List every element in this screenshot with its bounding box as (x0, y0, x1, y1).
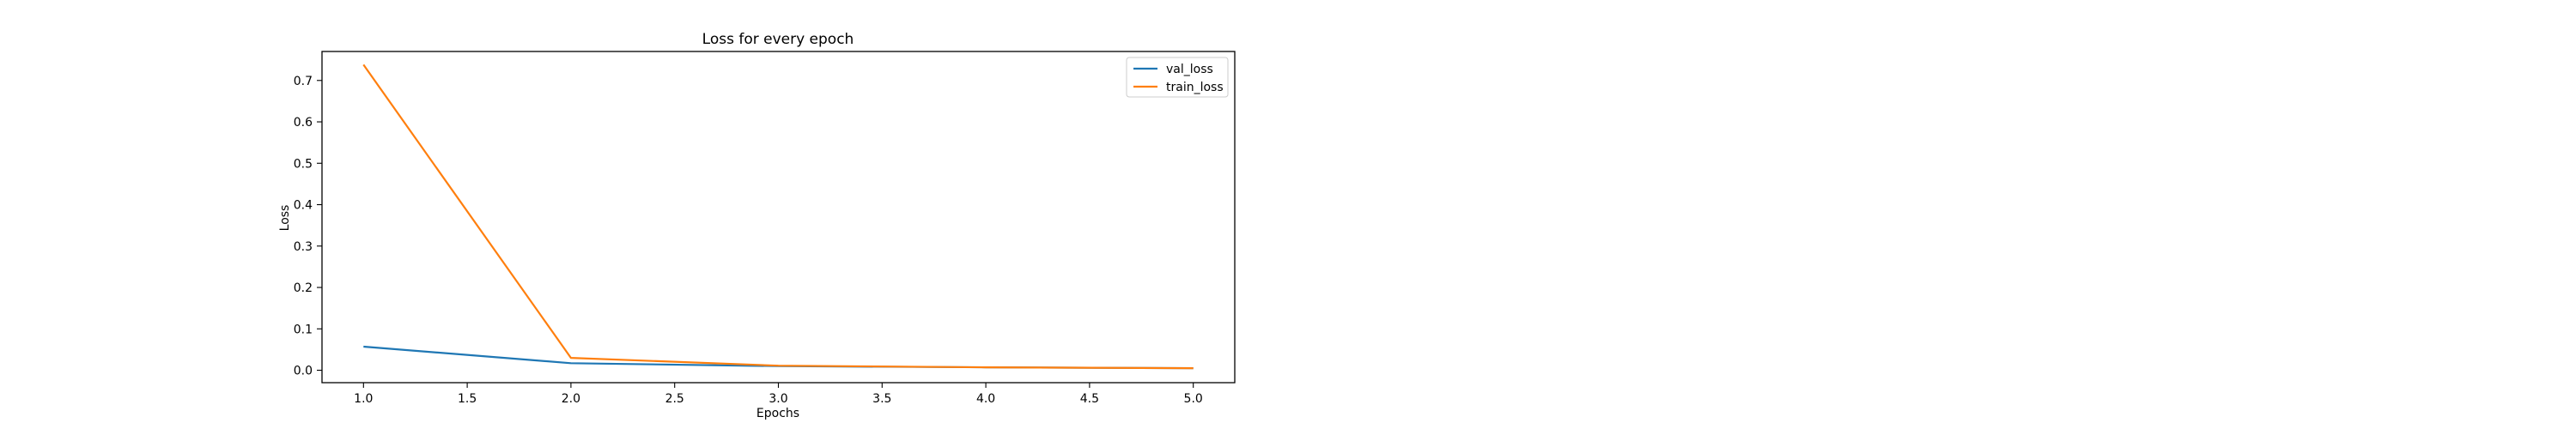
chart-title: Loss for every epoch (702, 31, 854, 48)
y-tick-label: 0.4 (294, 199, 313, 213)
series-line-train_loss (362, 63, 1194, 370)
series-lines (362, 63, 1194, 370)
legend-item: val_loss (1133, 63, 1213, 76)
x-tick-label: 4.0 (976, 392, 995, 406)
y-axis: 0.0 0.1 0.2 0.3 0.4 0.5 0.6 0.7 (294, 75, 322, 378)
y-tick-label: 0.6 (294, 116, 313, 130)
y-tick-label: 0.7 (294, 75, 313, 88)
legend-label: train_loss (1166, 81, 1224, 94)
legend-label: val_loss (1166, 63, 1213, 76)
legend: val_loss train_loss (1126, 57, 1229, 98)
y-tick-label: 0.3 (294, 240, 313, 254)
x-tick-label: 5.0 (1184, 392, 1203, 406)
y-tick-label: 0.2 (294, 281, 313, 295)
plot-frame (321, 51, 1236, 384)
x-tick-label: 2.0 (562, 392, 580, 406)
y-axis-label: Loss (278, 205, 292, 232)
x-tick-label: 2.5 (665, 392, 684, 406)
x-axis: 1.0 1.5 2.0 2.5 3.0 3.5 4.0 4.5 5.0 (354, 383, 1203, 406)
x-axis-label: Epochs (756, 407, 799, 420)
y-tick-label: 0.5 (294, 157, 313, 171)
legend-item: train_loss (1133, 81, 1224, 94)
x-tick-label: 3.0 (769, 392, 787, 406)
plot-area (321, 51, 1236, 384)
x-tick-label: 1.5 (458, 392, 477, 406)
y-tick-label: 0.0 (294, 365, 313, 378)
x-tick-label: 4.5 (1080, 392, 1099, 406)
y-tick-label: 0.1 (294, 323, 313, 336)
x-tick-label: 1.0 (354, 392, 373, 406)
x-tick-label: 3.5 (872, 392, 891, 406)
